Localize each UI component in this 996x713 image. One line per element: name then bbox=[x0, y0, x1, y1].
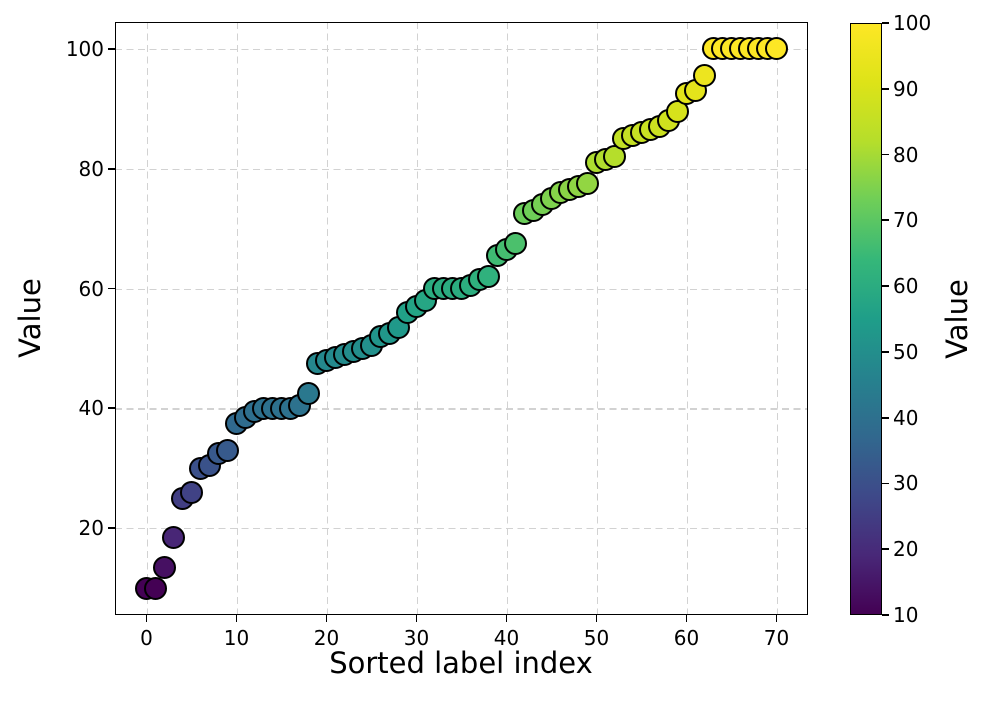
y-axis-label: Value bbox=[13, 278, 47, 358]
colorbar-tick-label: 60 bbox=[893, 274, 919, 299]
data-point bbox=[162, 525, 185, 549]
data-point bbox=[477, 265, 500, 289]
x-tick-label: 10 bbox=[223, 626, 250, 650]
gridline-vertical bbox=[686, 22, 688, 615]
colorbar-tick-mark bbox=[882, 219, 889, 222]
colorbar-tick-mark bbox=[882, 87, 889, 90]
colorbar-tick-mark bbox=[882, 285, 889, 287]
colorbar-tick-mark bbox=[882, 482, 889, 485]
colorbar-tick-label: 100 bbox=[893, 11, 932, 35]
x-tick-mark bbox=[235, 615, 238, 622]
colorbar-tick-label: 80 bbox=[893, 142, 919, 167]
y-tick-label: 100 bbox=[65, 36, 104, 61]
gridline-vertical bbox=[506, 22, 508, 615]
x-tick-label: 60 bbox=[673, 626, 700, 650]
data-point bbox=[765, 37, 788, 61]
x-tick-mark bbox=[595, 615, 598, 622]
gridline-vertical bbox=[596, 22, 598, 615]
y-tick-mark bbox=[108, 407, 115, 410]
y-tick-label: 60 bbox=[78, 276, 104, 301]
colorbar-tick-label: 10 bbox=[893, 603, 919, 627]
gridline-vertical bbox=[236, 22, 238, 615]
x-tick-mark bbox=[325, 615, 328, 622]
x-tick-mark bbox=[685, 615, 688, 622]
y-tick-label: 40 bbox=[78, 396, 104, 421]
x-tick-label: 20 bbox=[313, 626, 340, 650]
gridline-horizontal bbox=[115, 528, 808, 530]
colorbar-tick-label: 30 bbox=[893, 471, 919, 496]
colorbar-tick-mark bbox=[882, 416, 889, 419]
gridline-vertical bbox=[146, 22, 148, 615]
x-tick-label: 50 bbox=[583, 626, 610, 650]
y-tick-mark bbox=[108, 48, 115, 50]
data-point bbox=[693, 64, 716, 88]
data-point bbox=[153, 555, 176, 579]
y-tick-mark bbox=[108, 167, 115, 170]
gridline-horizontal bbox=[115, 48, 808, 51]
x-tick-label: 30 bbox=[403, 626, 430, 650]
colorbar-tick-label: 50 bbox=[893, 339, 919, 364]
data-point bbox=[216, 438, 239, 462]
gridline-vertical bbox=[776, 22, 778, 615]
colorbar-tick-label: 70 bbox=[893, 208, 919, 233]
y-tick-mark bbox=[108, 287, 115, 290]
colorbar-tick-mark bbox=[882, 153, 889, 156]
y-tick-label: 80 bbox=[78, 156, 104, 181]
colorbar-tick-label: 40 bbox=[893, 405, 919, 430]
x-tick-label: 0 bbox=[140, 626, 153, 650]
x-tick-mark bbox=[145, 615, 148, 622]
colorbar-tick-mark bbox=[882, 350, 889, 353]
colorbar-tick-mark bbox=[882, 22, 889, 24]
x-tick-mark bbox=[415, 615, 418, 622]
x-axis-label: Sorted label index bbox=[329, 646, 593, 680]
data-point bbox=[576, 172, 599, 196]
gridline-vertical bbox=[326, 22, 328, 615]
x-tick-label: 40 bbox=[493, 626, 520, 650]
gridline-horizontal bbox=[115, 408, 808, 410]
data-point bbox=[297, 381, 320, 405]
x-tick-mark bbox=[505, 615, 508, 622]
colorbar-tick-mark bbox=[882, 548, 889, 551]
colorbar-tick-mark bbox=[882, 614, 889, 616]
y-tick-label: 20 bbox=[78, 516, 104, 541]
data-point bbox=[144, 576, 167, 600]
colorbar-label: Value bbox=[940, 279, 974, 359]
data-point bbox=[180, 480, 203, 504]
colorbar bbox=[850, 23, 882, 615]
y-tick-mark bbox=[108, 527, 115, 530]
grid-layer bbox=[115, 22, 808, 615]
x-tick-label: 70 bbox=[763, 626, 790, 650]
colorbar-tick-label: 20 bbox=[893, 537, 919, 562]
gridline-horizontal bbox=[115, 168, 808, 171]
data-point bbox=[504, 232, 527, 256]
x-tick-mark bbox=[775, 615, 778, 622]
colorbar-tick-label: 90 bbox=[893, 76, 919, 101]
